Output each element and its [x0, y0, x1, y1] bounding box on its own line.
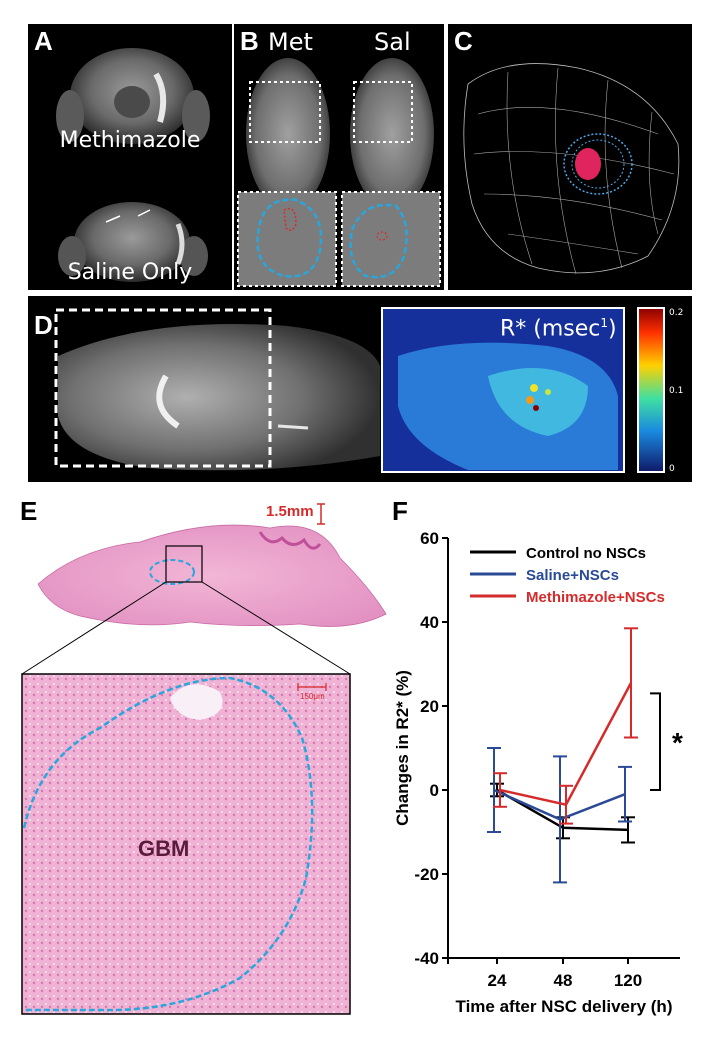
y-tick-label: -40: [414, 949, 439, 968]
panel-c-3d-render: C: [448, 24, 692, 290]
zoom-region-box: [54, 308, 272, 468]
scale-bar-1-5mm: 1.5mm: [266, 503, 314, 520]
panel-c-label: C: [454, 26, 473, 56]
legend-label-2: Methimazole+NSCs: [526, 589, 665, 606]
panel-d-scans: [54, 307, 665, 473]
colorbar: [637, 307, 665, 473]
y-tick-label: 60: [420, 529, 439, 548]
panel-b-label: B: [240, 26, 259, 56]
panel-a-brain-scans: [56, 48, 210, 282]
panel-d-mri-sagittal: D R* (msec1) 0.2 0.1 0: [28, 296, 692, 482]
panel-e-histology: E 1.5mm 150μm GBM: [20, 498, 390, 1018]
y-tick-label: 40: [420, 613, 439, 632]
methimazole-caption: Methimazole: [59, 128, 201, 153]
x-tick-label: 120: [614, 971, 642, 990]
panel-f-label: F: [392, 496, 408, 526]
panel-c-wireframe: [463, 63, 680, 275]
x-tick-label: 24: [488, 971, 507, 990]
scale-bar-150um: 150μm: [300, 692, 325, 701]
met-zoom-box: [237, 191, 337, 287]
r2-star-map-title: R* (msec1): [500, 316, 617, 342]
histology-zoom: [21, 673, 351, 1015]
met-header: Met: [268, 28, 313, 56]
panel-a-label: A: [34, 26, 53, 56]
panel-e-label: E: [20, 496, 38, 526]
y-tick-label: 20: [420, 697, 439, 716]
legend-label-1: Saline+NSCs: [526, 567, 619, 584]
y-tick-label: 0: [430, 781, 439, 800]
panel-b-brain-scans: [237, 58, 441, 287]
colorbar-tick-max: 0.2: [669, 308, 684, 318]
brain-slice-bottom: [74, 202, 190, 282]
significance-bracket: [650, 692, 661, 791]
sal-header: Sal: [374, 28, 411, 56]
gbm-label: GBM: [138, 836, 190, 861]
significance-star: *: [672, 727, 683, 758]
colorbar-tick-min: 0: [669, 464, 675, 474]
r2-change-chart: 60 40 20 0 -20 -40 24 48 120 Time after NSC deliv…: [393, 529, 683, 1016]
panel-a-mri: A Methimazole Saline Only: [28, 24, 232, 290]
panel-d-label: D: [34, 310, 53, 340]
panel-f-chart: F 60 40 20 0 -20 -40 24 48 120 Time after NSC del…: [392, 498, 712, 1028]
panel-b-mri: B Met Sal: [234, 24, 444, 290]
y-axis-title: Changes in R2* (%): [393, 670, 412, 826]
x-axis-title: Time after NSC delivery (h): [456, 997, 673, 1016]
y-tick-label: -20: [414, 865, 439, 884]
colorbar-tick-mid: 0.1: [669, 386, 684, 396]
x-tick-label: 48: [554, 971, 573, 990]
legend-label-0: Control no NSCs: [526, 545, 646, 562]
saline-only-caption: Saline Only: [67, 260, 193, 285]
panel-e-tissue: [21, 503, 387, 1015]
